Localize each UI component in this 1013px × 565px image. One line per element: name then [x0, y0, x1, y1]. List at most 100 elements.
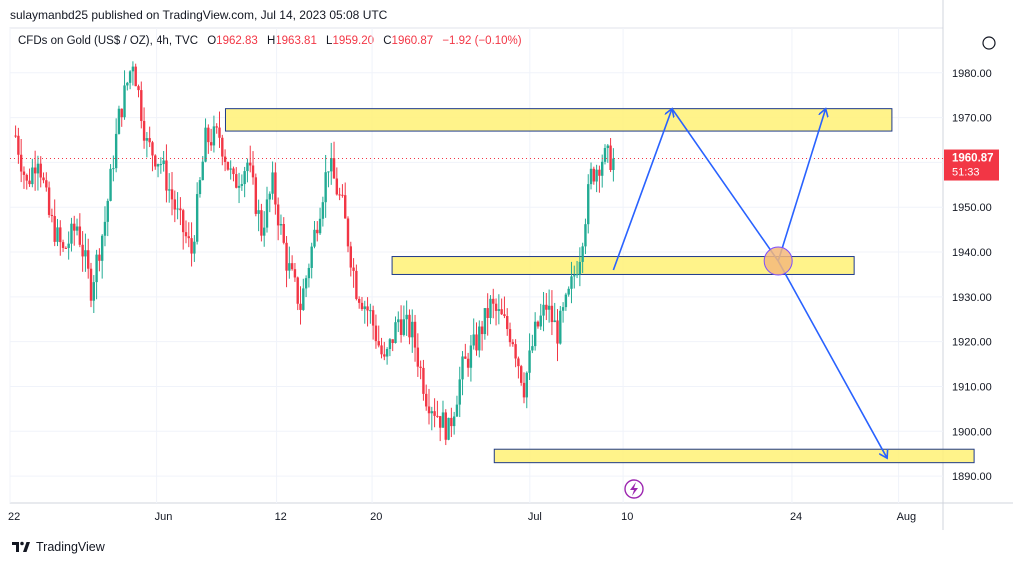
candle-body — [198, 180, 202, 195]
candle-body — [570, 276, 573, 289]
y-tick-label: 1970.00 — [952, 113, 992, 125]
candle-body — [383, 354, 386, 357]
candle-body — [193, 241, 196, 254]
x-tick-label: Jul — [528, 511, 542, 523]
candle-body — [500, 309, 503, 315]
candle-body — [360, 302, 364, 310]
candle-body — [547, 305, 551, 310]
candle-body — [525, 372, 528, 398]
candle-body — [123, 85, 126, 118]
candle-body — [436, 415, 439, 417]
candle-body — [87, 250, 90, 269]
legend-close-key: C — [383, 35, 392, 47]
candle-body — [422, 367, 425, 394]
candle-body — [578, 261, 582, 275]
candle-body — [81, 244, 84, 257]
candle-body — [480, 326, 484, 335]
candle-body — [78, 226, 82, 245]
legend-open-key: O — [207, 35, 217, 47]
legend-high-key: H — [266, 35, 276, 47]
settings-gear-icon — [982, 36, 996, 50]
candle-body — [561, 307, 565, 311]
candle-body — [587, 184, 590, 225]
candle-body — [478, 326, 481, 351]
candle-body — [464, 356, 467, 359]
candle-body — [438, 416, 442, 428]
candle-body — [28, 180, 31, 185]
legend-open-value: 1962.83 — [216, 35, 258, 47]
candle-body — [165, 160, 168, 191]
candle-body — [517, 358, 520, 367]
candle-body — [70, 223, 73, 244]
candle-body — [332, 158, 336, 179]
candle-body — [296, 277, 299, 304]
candle-body — [195, 194, 199, 242]
candle-body — [455, 404, 459, 417]
candle-body — [45, 180, 48, 188]
candle-body — [299, 303, 302, 310]
candle-body — [276, 204, 280, 226]
legend-change-value: −1.92 (−0.10%) — [442, 35, 522, 47]
candle-body — [447, 417, 450, 440]
candle-body — [95, 254, 98, 283]
candle-body — [92, 282, 96, 301]
x-tick-label: Jun — [155, 511, 173, 523]
candle-body — [268, 193, 271, 200]
candle-body — [539, 315, 542, 327]
candle-body — [388, 339, 392, 349]
candle-body — [452, 416, 456, 427]
candle-body — [519, 366, 523, 383]
candle-body — [497, 309, 501, 311]
candle-body — [14, 135, 17, 137]
brand-label: TradingView — [36, 540, 105, 554]
candle-body — [148, 138, 151, 143]
y-tick-label: 1940.00 — [952, 247, 992, 259]
candle-body — [209, 142, 213, 146]
candle-body — [243, 171, 246, 185]
candle-body — [413, 321, 417, 348]
candle-body — [162, 160, 165, 165]
candle-body — [237, 185, 241, 188]
candle-body — [402, 319, 406, 335]
candle-body — [363, 306, 366, 310]
candle-body — [450, 417, 453, 427]
candle-body — [117, 108, 121, 134]
candle-body — [112, 168, 115, 170]
candle-body — [595, 169, 598, 182]
candle-body — [511, 342, 515, 345]
candle-body — [542, 304, 545, 316]
candle-body — [207, 127, 210, 143]
legend-symbol[interactable]: CFDs on Gold (US$ / OZ), 4h, TVC — [18, 35, 199, 47]
candle-body — [84, 250, 87, 257]
candle-body — [75, 226, 79, 231]
candle-body — [494, 303, 498, 311]
candle-body — [536, 321, 540, 327]
candle-body — [279, 224, 283, 226]
candle-body — [114, 133, 118, 169]
candle-body — [528, 350, 531, 373]
candle-body — [212, 126, 216, 146]
candle-body — [304, 278, 308, 289]
candle-body — [67, 243, 70, 249]
candle-body — [416, 347, 420, 367]
y-tick-label: 1980.00 — [952, 68, 992, 80]
candle-body — [584, 224, 587, 247]
support-resistance-zone — [391, 256, 855, 275]
candle-body — [533, 321, 537, 347]
candle-body — [39, 163, 42, 178]
candle-body — [346, 218, 350, 247]
candle-body — [131, 66, 135, 72]
y-tick-label: 1930.00 — [952, 292, 992, 304]
candle-body — [581, 246, 584, 262]
projection-arrow — [777, 109, 825, 262]
candle-body — [140, 90, 143, 121]
lightning-icon — [630, 482, 638, 496]
candle-body — [371, 310, 375, 326]
candle-body — [603, 148, 607, 162]
tradingview-footer: TradingView — [10, 540, 105, 554]
candle-body — [564, 294, 568, 308]
candle-body — [335, 178, 339, 195]
x-tick-label: 10 — [621, 511, 633, 523]
candle-body — [265, 199, 269, 228]
